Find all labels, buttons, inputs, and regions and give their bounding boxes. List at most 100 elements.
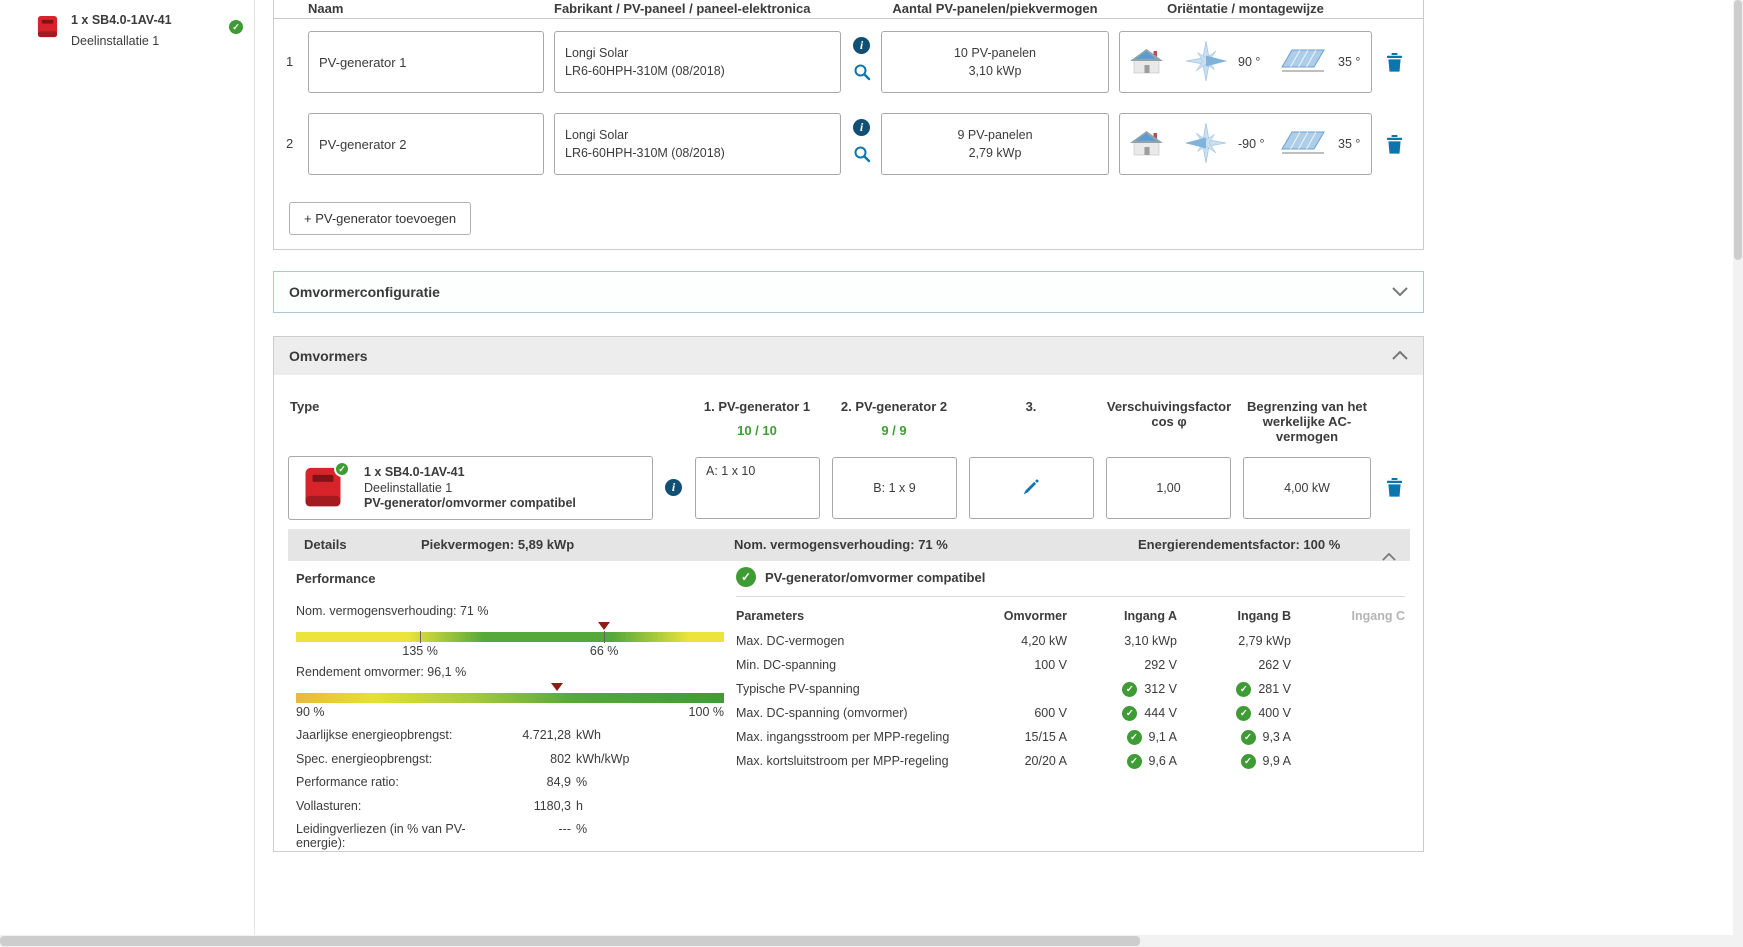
delete-generator-icon[interactable] [1387,53,1402,75]
cos-phi-value: 1,00 [1156,481,1181,495]
generator-name-input[interactable] [308,113,544,175]
azimuth-value: -90 ° [1238,137,1265,151]
panel-peak-power: 3,10 kWp [968,64,1022,78]
bar2-label: Rendement omvormer: 96,1 % [296,665,467,679]
generator-row: 2 Longi Solar LR6-60HPH-310M (08/2018) i… [274,113,1423,175]
search-icon[interactable] [853,63,871,84]
chevron-up-icon[interactable] [1392,349,1408,363]
metric-row: Performance ratio: 84,9 % [296,775,588,789]
check-icon: ✓ [1236,681,1252,697]
info-icon[interactable]: i [853,119,870,136]
header-aantal: Aantal PV-panelen/piekvermogen [892,1,1098,16]
metric-row: Spec. energieopbrengst: 802 kWh/kWp [296,751,630,766]
orientation-field[interactable]: -90 ° 35 ° [1119,113,1372,175]
house-icon [1128,47,1166,78]
generator-name-input[interactable] [308,31,544,93]
gen1-panel-count: 10 / 10 [737,423,777,438]
chevron-down-icon[interactable] [1392,285,1408,299]
parameter-row: Max. DC-vermogen 4,20 kW ✓3,10 kWp ✓2,79… [736,634,1291,648]
house-icon [1128,129,1166,160]
bar1-marker [598,622,611,630]
inverter-status: PV-generator/omvormer compatibel [364,496,576,510]
details-bar[interactable]: Details Piekvermogen: 5,89 kWp Nom. verm… [288,529,1410,561]
azimuth-compass-icon [1180,40,1232,84]
check-icon: ✓ [229,20,243,34]
generator-row: 1 Longi Solar LR6-60HPH-310M (08/2018) i… [274,31,1423,93]
inverter-icon [36,15,59,42]
parameters-header-row: Parameters Omvormer Ingang A Ingang B In… [736,609,1405,623]
check-icon: ✓ [1122,705,1138,721]
panel-type-field[interactable]: Longi Solar LR6-60HPH-310M (08/2018) [554,31,841,93]
check-icon: ✓ [334,461,350,477]
parameter-row: Max. ingangsstroom per MPP-regeling 15/1… [736,729,1291,745]
panel-model: LR6-60HPH-310M (08/2018) [565,64,725,78]
bar1-tickline [420,631,422,643]
input-a-value: A: 1 x 10 [706,464,756,478]
metric-row: Jaarlijkse energieopbrengst: 4.721,28 kW… [296,728,601,742]
bar1-tick2: 66 % [589,644,619,658]
section-title: Omvormers [289,348,368,364]
panel-type-field[interactable]: Longi Solar LR6-60HPH-310M (08/2018) [554,113,841,175]
inverter-row: ✓ 1 x SB4.0-1AV-41 Deelinstallatie 1 PV-… [274,456,1423,520]
row-index: 1 [286,54,294,69]
orientation-field[interactable]: 90 ° 35 ° [1119,31,1372,93]
search-icon[interactable] [853,145,871,166]
input-a-assignment[interactable]: A: 1 x 10 [695,457,820,519]
bar2-tick-right: 100 % [688,705,724,719]
section-omvormerconfiguratie[interactable]: Omvormerconfiguratie [273,271,1424,313]
panel-peak-power: 2,79 kWp [968,146,1022,160]
input-b-value: B: 1 x 9 [873,481,916,495]
azimuth-value: 90 ° [1238,55,1261,69]
omvormers-panel: Omvormers Type 1. PV-generator 1 10 / 10… [273,336,1424,852]
row-index: 2 [286,136,294,151]
horizontal-scrollbar[interactable] [0,935,1743,947]
header-cos-phi: Verschuivingsfactor cos φ [1106,399,1232,429]
input-b-assignment[interactable]: B: 1 x 9 [832,457,957,519]
header-type: Type [290,399,320,414]
section-omvormers[interactable]: Omvormers [274,337,1423,375]
panel-count-field[interactable]: 9 PV-panelen 2,79 kWp [881,113,1109,175]
section-title: Omvormerconfiguratie [289,284,440,300]
sidebar-device-subtitle: Deelinstallatie 1 [71,34,160,48]
gen2-panel-count: 9 / 9 [881,423,907,438]
compatibility-status: ✓ PV-generator/omvormer compatibel [736,567,1405,597]
bar2-marker [551,683,564,691]
header-fabrikant: Fabrikant / PV-paneel / paneel-elektroni… [554,1,811,16]
header-orientatie: Oriëntatie / montagewijze [1167,1,1324,16]
panel-count: 9 PV-panelen [957,128,1033,142]
info-icon[interactable]: i [665,479,682,496]
bar1-tickline [604,631,606,643]
pencil-icon[interactable] [1023,478,1040,498]
vertical-scrollbar[interactable] [1733,0,1743,947]
nominal-ratio-bar [296,622,724,643]
metric-row: Leidingverliezen (in % van PV-energie): … [296,822,588,850]
horizontal-scrollbar-thumb[interactable] [0,936,1140,946]
vertical-scrollbar-thumb[interactable] [1734,0,1742,260]
ac-limit-field[interactable]: 4,00 kW [1243,457,1371,519]
metric-row: Vollasturen: 1180,3 h [296,798,583,813]
energy-factor: Energierendementsfactor: 100 % [1138,537,1341,552]
sidebar-item-inverter[interactable]: 1 x SB4.0-1AV-41 Deelinstallatie 1 ✓ [0,0,254,60]
details-label: Details [304,537,347,552]
compatibility-block: ✓ PV-generator/omvormer compatibel Param… [736,567,1405,773]
add-generator-button[interactable]: + PV-generator toevoegen [289,202,472,235]
panel-model: LR6-60HPH-310M (08/2018) [565,146,725,160]
check-icon: ✓ [1126,729,1142,745]
performance-block: Performance Nom. vermogensverhouding: 71… [296,571,724,850]
info-icon[interactable]: i [853,37,870,54]
inverter-type-box[interactable]: ✓ 1 x SB4.0-1AV-41 Deelinstallatie 1 PV-… [288,456,653,520]
delete-generator-icon[interactable] [1387,135,1402,157]
azimuth-compass-icon [1180,122,1232,166]
parameter-row: Max. DC-spanning (omvormer) 600 V ✓ 444 V… [736,705,1291,721]
check-icon: ✓ [1126,753,1142,769]
input-c-assignment[interactable] [969,457,1094,519]
cos-phi-field[interactable]: 1,00 [1106,457,1231,519]
pv-generators-panel: Naam Fabrikant / PV-paneel / paneel-elek… [273,0,1424,250]
delete-inverter-icon[interactable] [1387,478,1402,500]
panel-count-field[interactable]: 10 PV-panelen 3,10 kWp [881,31,1109,93]
bar2-tick-left: 90 % [296,705,325,719]
chevron-up-icon[interactable] [1382,541,1396,573]
bar1-tick1: 135 % [402,644,438,658]
peak-power: Piekvermogen: 5,89 kWp [421,537,575,552]
performance-metrics: Jaarlijkse energieopbrengst: 4.721,28 kW… [296,728,724,850]
